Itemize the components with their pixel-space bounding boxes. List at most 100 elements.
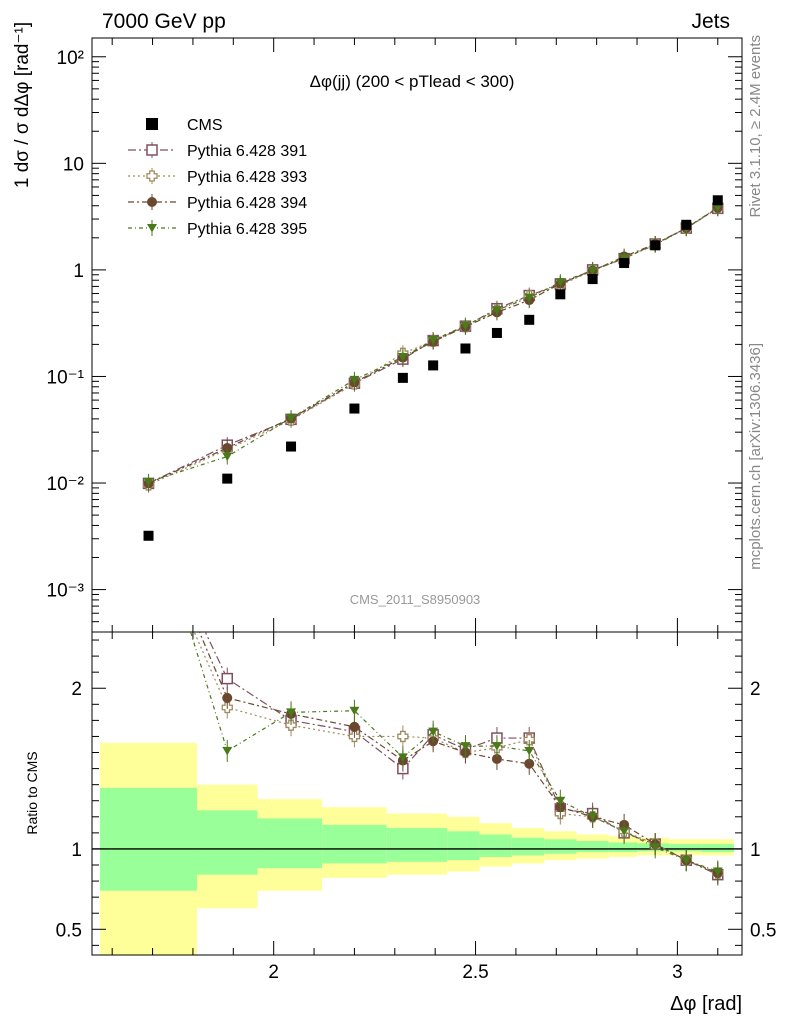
point-main-3-6 <box>460 321 471 331</box>
point-ratio-2-0 <box>144 506 154 516</box>
point-ratio-2-7 <box>491 753 502 764</box>
band-inner-6 <box>479 834 512 857</box>
x-tick-label: 3 <box>672 962 683 983</box>
band-inner-9 <box>576 840 609 853</box>
legend-label-1: Pythia 6.428 391 <box>187 143 307 160</box>
point-ratio-3-4 <box>397 753 408 762</box>
legend-marker-1 <box>146 144 158 156</box>
band-inner-12 <box>669 844 702 852</box>
y-tick-label-ratio-right: 2 <box>750 679 761 700</box>
legend-label-0: CMS <box>187 117 223 134</box>
band-inner-1 <box>196 810 258 875</box>
point-main-3-5 <box>428 336 439 345</box>
point-ratio-0-1 <box>221 672 233 685</box>
y-tick-label-main: 1 <box>73 261 84 282</box>
point-main-3-0 <box>143 477 154 487</box>
cms-point-3 <box>349 403 360 414</box>
legend-marker-2 <box>146 170 158 182</box>
legend: CMS Pythia 6.428 391 Pythia 6.428 393 Pythi… <box>128 117 307 238</box>
point-main-3-8 <box>524 293 535 303</box>
series-line-ratio-1 <box>193 632 719 874</box>
point-main-3-7 <box>491 306 502 315</box>
band-inner-2 <box>257 818 323 869</box>
cms-point-11 <box>619 258 630 269</box>
top-left-label: 7000 GeV pp <box>102 10 226 33</box>
point-ratio-1-2 <box>285 719 297 731</box>
point-ratio-3-3 <box>349 706 360 716</box>
y-tick-label-ratio: 2 <box>71 679 82 700</box>
band-inner-3 <box>322 824 387 864</box>
y-tick-label-ratio-right: 1 <box>750 840 761 861</box>
legend-marker-4 <box>147 224 157 233</box>
point-ratio-1-4 <box>397 730 409 743</box>
point-ratio-3-10 <box>587 812 598 822</box>
y-tick-label-ratio-right: 0.5 <box>750 920 776 941</box>
band-inner-5 <box>447 831 480 861</box>
point-ratio-2-8 <box>524 758 535 769</box>
cms-point-10 <box>587 274 598 285</box>
cms-point-6 <box>460 343 471 354</box>
band-inner-8 <box>544 839 577 854</box>
y-tick-label-main: 10⁻² <box>47 474 85 495</box>
band-inner-7 <box>511 837 545 856</box>
main-panel-series <box>142 195 724 541</box>
y-tick-label-main: 10⁻³ <box>47 581 85 602</box>
point-ratio-3-1 <box>222 746 233 756</box>
cms-point-8 <box>524 314 535 325</box>
point-ratio-3-7 <box>491 742 502 751</box>
ratio-uncertainty-bands <box>100 742 734 955</box>
point-ratio-3-11 <box>619 827 630 836</box>
side-label-mcplots: mcplots.cern.ch [arXiv:1306.3436] <box>747 343 764 570</box>
y-tick-label-main: 10⁻¹ <box>47 367 85 388</box>
cms-point-13 <box>681 219 692 230</box>
cms-point-7 <box>491 327 502 338</box>
cms-point-4 <box>397 372 408 383</box>
y-tick-label-ratio: 0.5 <box>56 920 82 941</box>
chart-title: Δφ(jj) (200 < pTlead < 300) <box>310 72 515 91</box>
x-axis-label: Δφ [rad] <box>670 993 742 1015</box>
point-ratio-2-1 <box>222 692 233 703</box>
point-ratio-3-9 <box>555 796 566 806</box>
point-main-2-1 <box>222 442 233 453</box>
legend-label-3: Pythia 6.428 394 <box>187 195 307 212</box>
x-tick-label: 2.5 <box>462 962 488 983</box>
band-inner-0 <box>100 787 197 891</box>
point-main-3-3 <box>349 375 360 385</box>
point-ratio-2-3 <box>349 721 360 732</box>
cms-point-1 <box>222 473 233 484</box>
band-inner-13 <box>701 844 734 853</box>
point-ratio-3-12 <box>650 843 661 852</box>
top-right-label: Jets <box>691 10 730 33</box>
ratio-panel-series <box>144 506 724 886</box>
series-layer <box>142 195 724 886</box>
x-tick-label: 2 <box>268 962 279 983</box>
cms-point-14 <box>712 195 723 206</box>
cms-point-0 <box>143 530 154 541</box>
legend-marker-0 <box>146 118 158 130</box>
point-ratio-1-8 <box>523 734 535 746</box>
y-tick-label-ratio: 1 <box>71 840 82 861</box>
point-ratio-3-14 <box>712 867 723 876</box>
point-main-3-4 <box>397 352 408 362</box>
axes <box>91 37 743 956</box>
point-main-3-9 <box>555 278 566 287</box>
point-ratio-3-6 <box>460 742 471 751</box>
cms-point-9 <box>555 289 566 300</box>
point-ratio-3-2 <box>286 708 297 717</box>
point-main-3-10 <box>587 266 598 276</box>
point-main-3-14 <box>712 203 723 212</box>
y-tick-label-main: 10 <box>63 154 84 175</box>
series-line-main-3 <box>148 206 719 483</box>
legend-label-2: Pythia 6.428 393 <box>187 169 307 186</box>
analysis-label: CMS_2011_S8950903 <box>350 592 481 607</box>
point-main-3-2 <box>286 414 297 423</box>
ratio-frame <box>91 631 743 956</box>
y-axis-label-main: 1 dσ / σ dΔφ [rad⁻¹] <box>12 22 33 188</box>
point-ratio-0-0 <box>144 506 154 516</box>
band-inner-10 <box>608 842 638 853</box>
cms-point-2 <box>286 441 297 452</box>
point-main-3-1 <box>222 452 233 462</box>
cms-point-12 <box>650 240 661 251</box>
legend-label-4: Pythia 6.428 395 <box>187 221 307 238</box>
